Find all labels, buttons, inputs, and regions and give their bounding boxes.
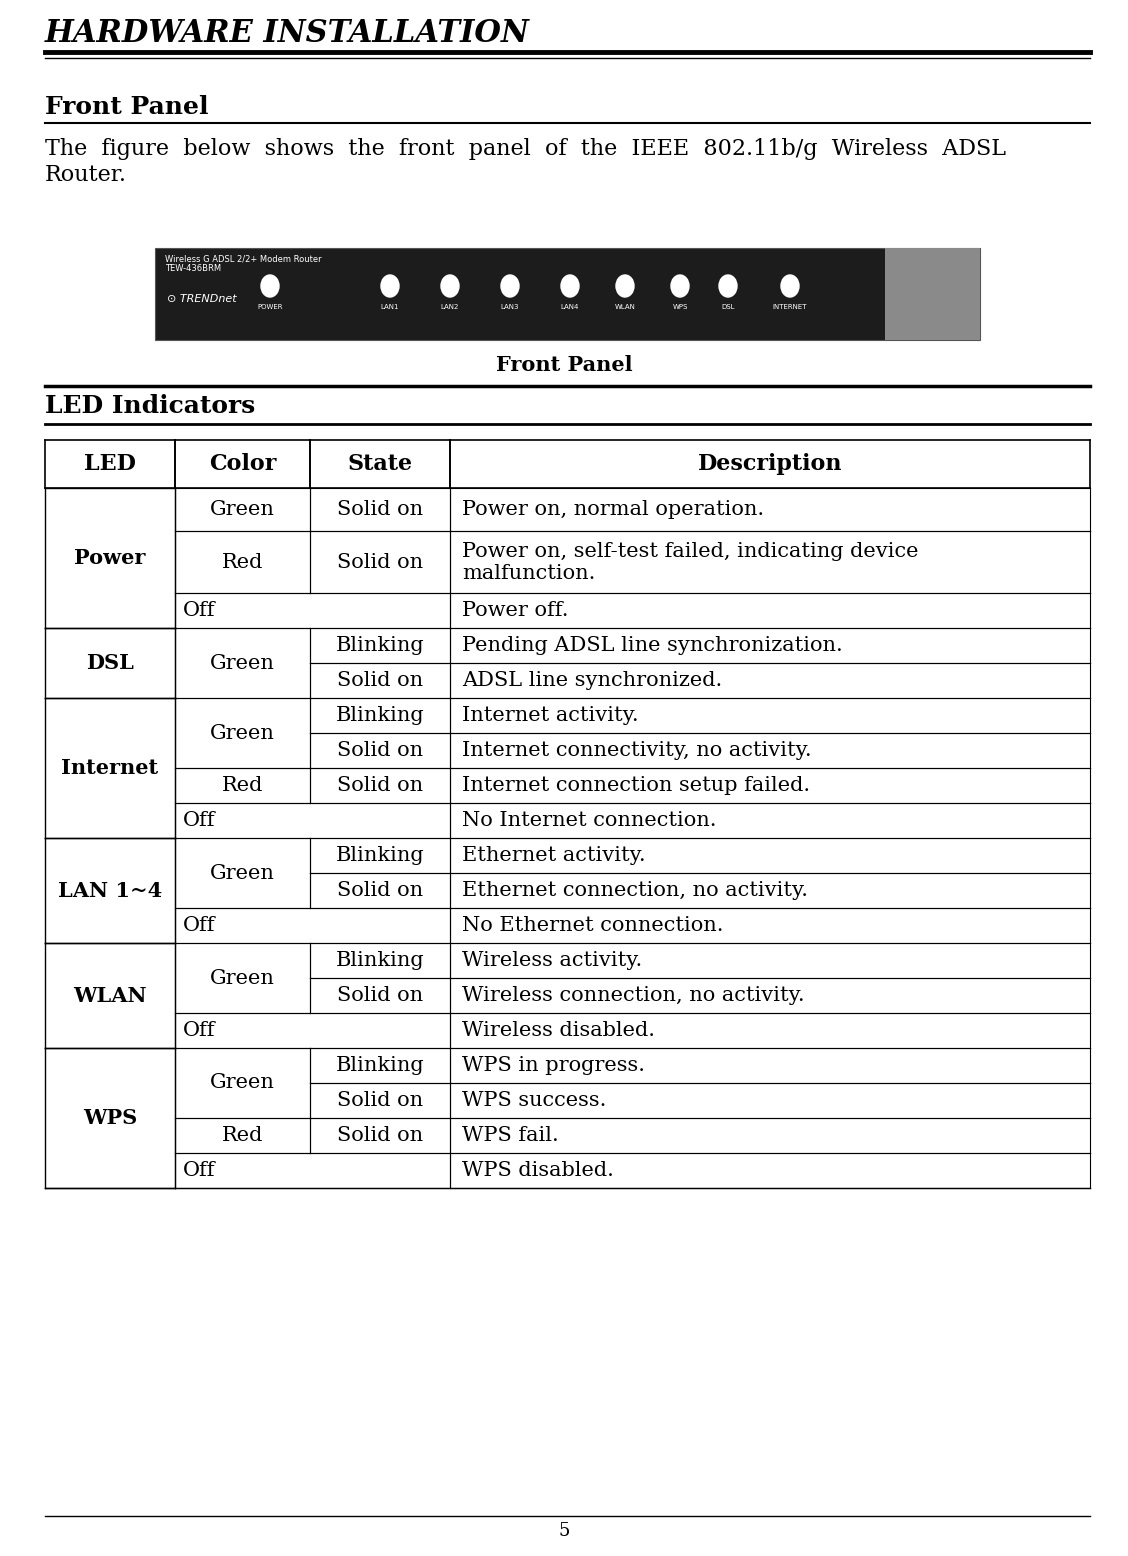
Text: WPS: WPS	[82, 1108, 138, 1128]
Text: Internet: Internet	[61, 758, 159, 778]
Text: Wireless G ADSL 2/2+ Modem Router: Wireless G ADSL 2/2+ Modem Router	[165, 254, 321, 263]
Text: DSL: DSL	[86, 654, 134, 674]
Text: No Internet connection.: No Internet connection.	[462, 811, 716, 829]
Text: LED Indicators: LED Indicators	[45, 394, 255, 419]
Text: Off: Off	[183, 1021, 215, 1039]
Text: WPS: WPS	[672, 303, 688, 310]
Text: Color: Color	[209, 453, 276, 475]
Text: DSL: DSL	[721, 303, 734, 310]
Text: 5: 5	[558, 1522, 570, 1540]
Text: Red: Red	[222, 776, 263, 795]
Text: WPS fail.: WPS fail.	[462, 1127, 558, 1145]
Text: Solid on: Solid on	[337, 552, 423, 571]
Text: Ethernet connection, no activity.: Ethernet connection, no activity.	[462, 881, 808, 899]
Text: Red: Red	[222, 552, 263, 571]
Ellipse shape	[561, 275, 579, 297]
Text: Power: Power	[74, 548, 146, 568]
Text: Blinking: Blinking	[336, 951, 424, 969]
Ellipse shape	[441, 275, 459, 297]
Text: WPS success.: WPS success.	[462, 1091, 607, 1109]
Text: Power off.: Power off.	[462, 601, 569, 619]
Text: POWER: POWER	[257, 303, 283, 310]
Text: Front Panel: Front Panel	[495, 355, 633, 375]
Text: TEW-436BRM: TEW-436BRM	[165, 265, 221, 272]
Text: WLAN: WLAN	[615, 303, 635, 310]
Text: LAN3: LAN3	[501, 303, 519, 310]
Bar	[155, 247, 980, 341]
Text: Solid on: Solid on	[337, 499, 423, 520]
Text: State: State	[347, 453, 413, 475]
Text: Wireless connection, no activity.: Wireless connection, no activity.	[462, 987, 804, 1005]
Text: WPS disabled.: WPS disabled.	[462, 1161, 614, 1179]
Ellipse shape	[381, 275, 399, 297]
Bar	[885, 247, 980, 341]
Text: Internet activity.: Internet activity.	[462, 706, 638, 725]
Text: LAN2: LAN2	[441, 303, 459, 310]
Text: Front Panel: Front Panel	[45, 95, 209, 118]
Text: Blinking: Blinking	[336, 1057, 424, 1075]
Ellipse shape	[501, 275, 519, 297]
Text: Internet connectivity, no activity.: Internet connectivity, no activity.	[462, 741, 812, 759]
Text: ⊙ TRENDnet: ⊙ TRENDnet	[167, 294, 237, 303]
Text: Red: Red	[222, 1127, 263, 1145]
Text: Green: Green	[210, 968, 275, 988]
Text: LED: LED	[85, 453, 136, 475]
Text: Solid on: Solid on	[337, 1091, 423, 1109]
Text: Blinking: Blinking	[336, 846, 424, 865]
Text: INTERNET: INTERNET	[773, 303, 808, 310]
Text: ADSL line synchronized.: ADSL line synchronized.	[462, 671, 722, 689]
Text: WLAN: WLAN	[73, 985, 147, 1005]
Text: Blinking: Blinking	[336, 706, 424, 725]
Text: Router.: Router.	[45, 163, 127, 187]
Text: Solid on: Solid on	[337, 741, 423, 759]
Text: The  figure  below  shows  the  front  panel  of  the  IEEE  802.11b/g  Wireless: The figure below shows the front panel o…	[45, 138, 1006, 160]
Ellipse shape	[671, 275, 689, 297]
Text: Off: Off	[183, 1161, 215, 1179]
Text: Solid on: Solid on	[337, 776, 423, 795]
Text: Green: Green	[210, 499, 275, 520]
Text: Power on, normal operation.: Power on, normal operation.	[462, 499, 764, 520]
Text: No Ethernet connection.: No Ethernet connection.	[462, 916, 723, 935]
Text: Blinking: Blinking	[336, 636, 424, 655]
Text: Solid on: Solid on	[337, 987, 423, 1005]
Text: Off: Off	[183, 916, 215, 935]
Text: Green: Green	[210, 1074, 275, 1092]
Text: LAN4: LAN4	[561, 303, 579, 310]
Text: Green: Green	[210, 654, 275, 672]
Text: Solid on: Solid on	[337, 1127, 423, 1145]
Ellipse shape	[261, 275, 279, 297]
Text: Wireless disabled.: Wireless disabled.	[462, 1021, 655, 1039]
Text: HARDWARE INSTALLATION: HARDWARE INSTALLATION	[45, 19, 530, 48]
Text: LAN 1~4: LAN 1~4	[58, 881, 162, 901]
Text: Pending ADSL line synchronization.: Pending ADSL line synchronization.	[462, 636, 843, 655]
Text: Internet connection setup failed.: Internet connection setup failed.	[462, 776, 810, 795]
Text: Off: Off	[183, 601, 215, 619]
Text: Ethernet activity.: Ethernet activity.	[462, 846, 645, 865]
Text: WPS in progress.: WPS in progress.	[462, 1057, 645, 1075]
Ellipse shape	[781, 275, 799, 297]
Text: Description: Description	[698, 453, 843, 475]
Text: Power on, self-test failed, indicating device
malfunction.: Power on, self-test failed, indicating d…	[462, 541, 918, 582]
Text: Off: Off	[183, 811, 215, 829]
Text: Solid on: Solid on	[337, 881, 423, 899]
Ellipse shape	[719, 275, 737, 297]
Text: Solid on: Solid on	[337, 671, 423, 689]
Ellipse shape	[616, 275, 634, 297]
Text: LAN1: LAN1	[381, 303, 399, 310]
Text: Green: Green	[210, 724, 275, 742]
Text: Wireless activity.: Wireless activity.	[462, 951, 642, 969]
Text: Green: Green	[210, 864, 275, 882]
